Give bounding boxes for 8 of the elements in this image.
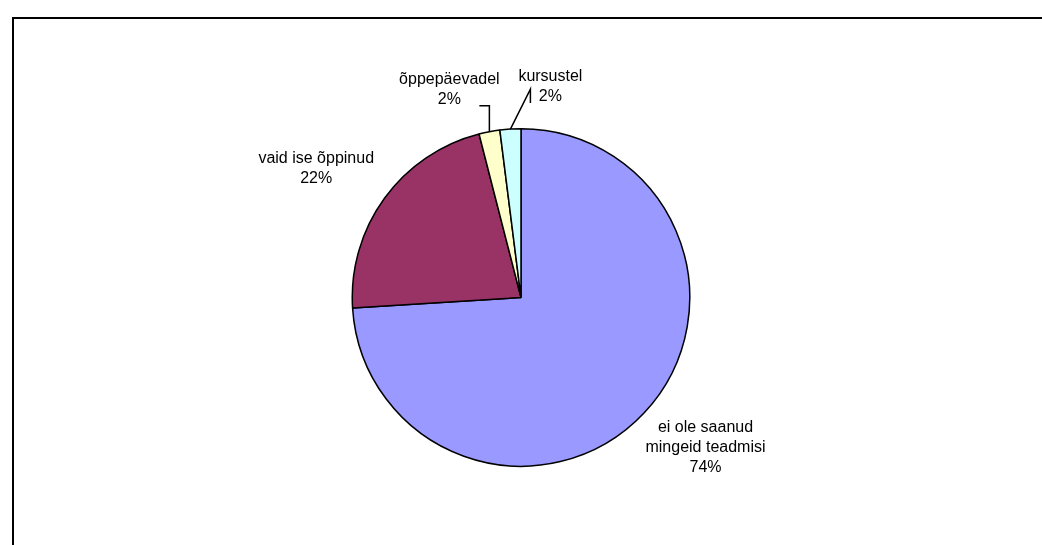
slice-label: vaid ise õppinud <box>258 148 375 166</box>
data-label: 74% <box>689 458 722 476</box>
slice-label: õppepäevadel <box>399 70 500 88</box>
slice-label: kursustel <box>518 67 583 85</box>
data-label: 2% <box>437 90 461 108</box>
slice-label: ei ole saanud mingeid teadmisi <box>645 418 766 456</box>
data-label: 2% <box>538 87 562 105</box>
data-label: 22% <box>300 168 333 186</box>
